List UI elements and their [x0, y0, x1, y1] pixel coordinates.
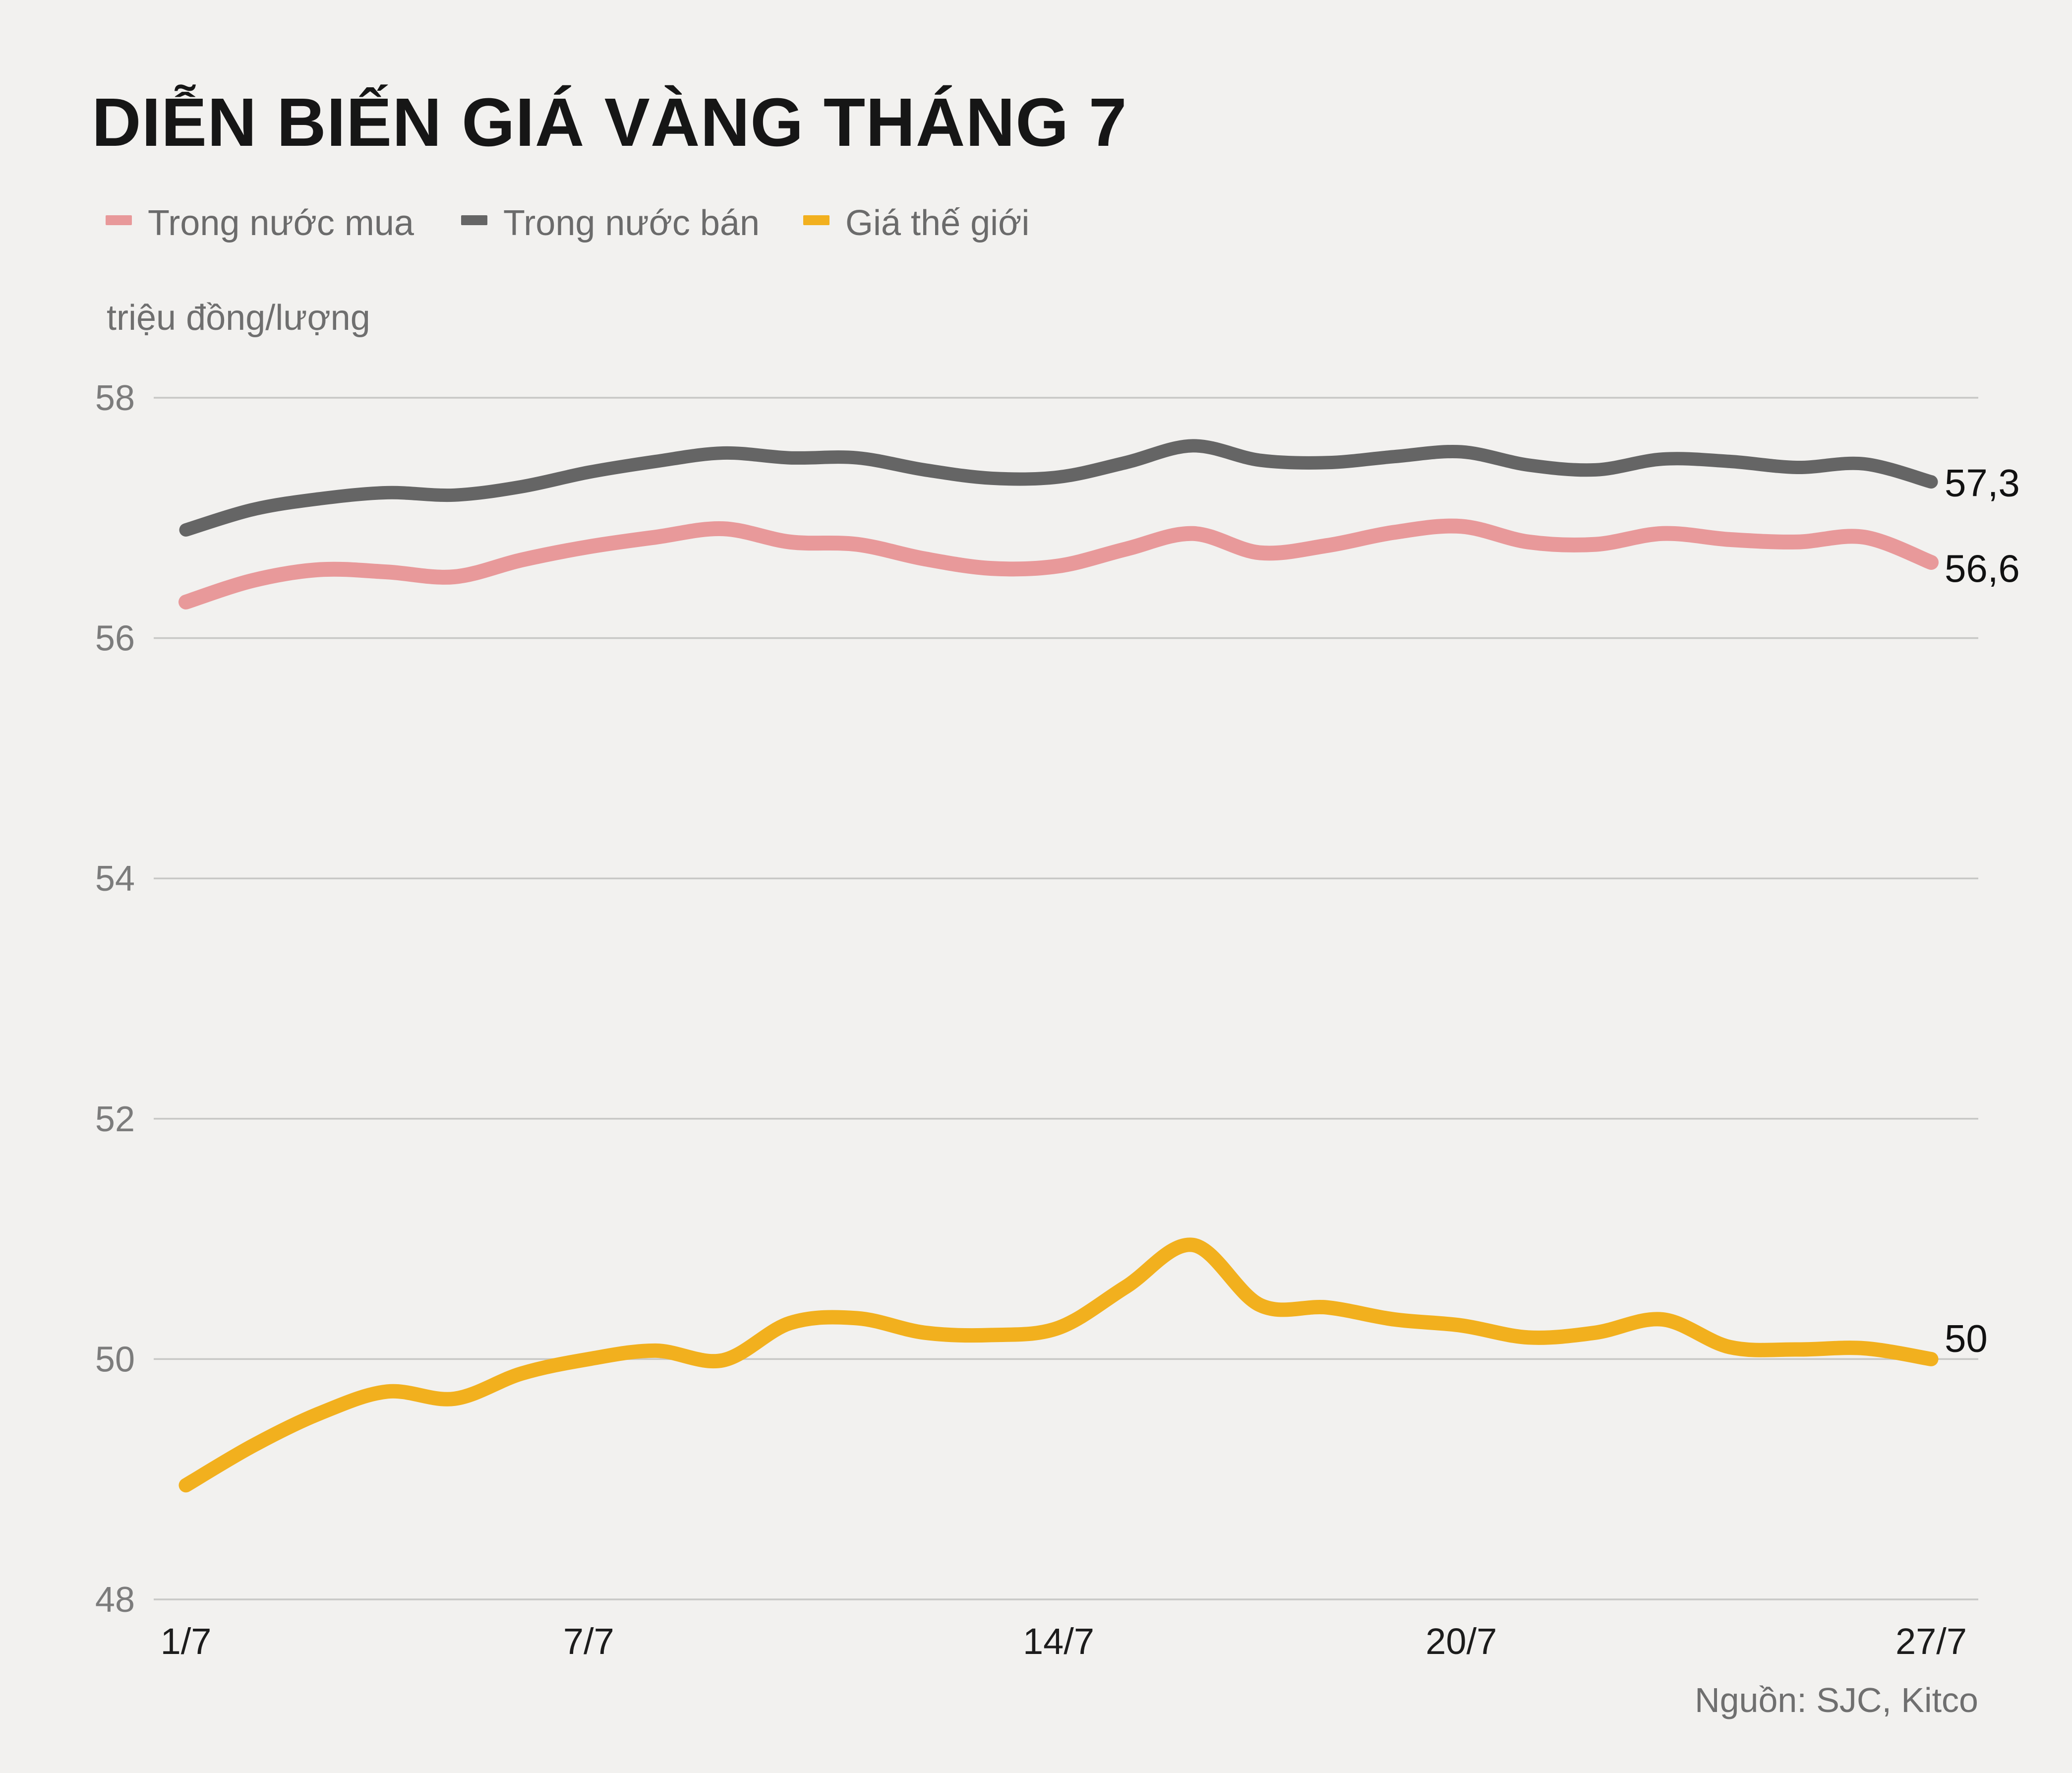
series-line-sell	[179, 439, 1938, 537]
y-tick-label-56: 56	[95, 619, 135, 659]
legend-label-sell: Trong nước bán	[503, 203, 760, 243]
x-tick-label-7-7: 7/7	[563, 1621, 614, 1662]
legend-label-world: Giá thế giới	[845, 203, 1030, 243]
buy-series-swatch-icon	[106, 215, 132, 225]
world-series-swatch-icon	[803, 215, 829, 225]
y-tick-label-48: 48	[95, 1580, 135, 1620]
x-tick-label-1-7: 1/7	[161, 1621, 212, 1662]
x-tick-label-20-7: 20/7	[1425, 1621, 1497, 1662]
y-tick-label-54: 54	[95, 859, 135, 899]
series-line-world	[178, 1237, 1939, 1493]
x-tick-label-27-7: 27/7	[1895, 1621, 1967, 1662]
sell-series-swatch-icon	[461, 215, 487, 225]
source-credit: Nguồn: SJC, Kitco	[1695, 1681, 1978, 1719]
y-tick-label-50: 50	[95, 1340, 135, 1379]
y-tick-label-58: 58	[95, 378, 135, 418]
chart-title: DIỄN BIẾN GIÁ VÀNG THÁNG 7	[92, 84, 1127, 161]
series-end-label-buy: 56,6	[1945, 547, 2020, 590]
x-tick-label-14-7: 14/7	[1023, 1621, 1094, 1662]
series-end-label-sell: 57,3	[1945, 461, 2020, 505]
y-tick-label-52: 52	[95, 1100, 135, 1139]
legend-label-buy: Trong nước mua	[148, 203, 414, 243]
series-end-label-world: 50	[1945, 1316, 1988, 1360]
series-line-buy	[178, 518, 1939, 610]
y-axis-unit-label: triệu đồng/lượng	[107, 298, 370, 338]
